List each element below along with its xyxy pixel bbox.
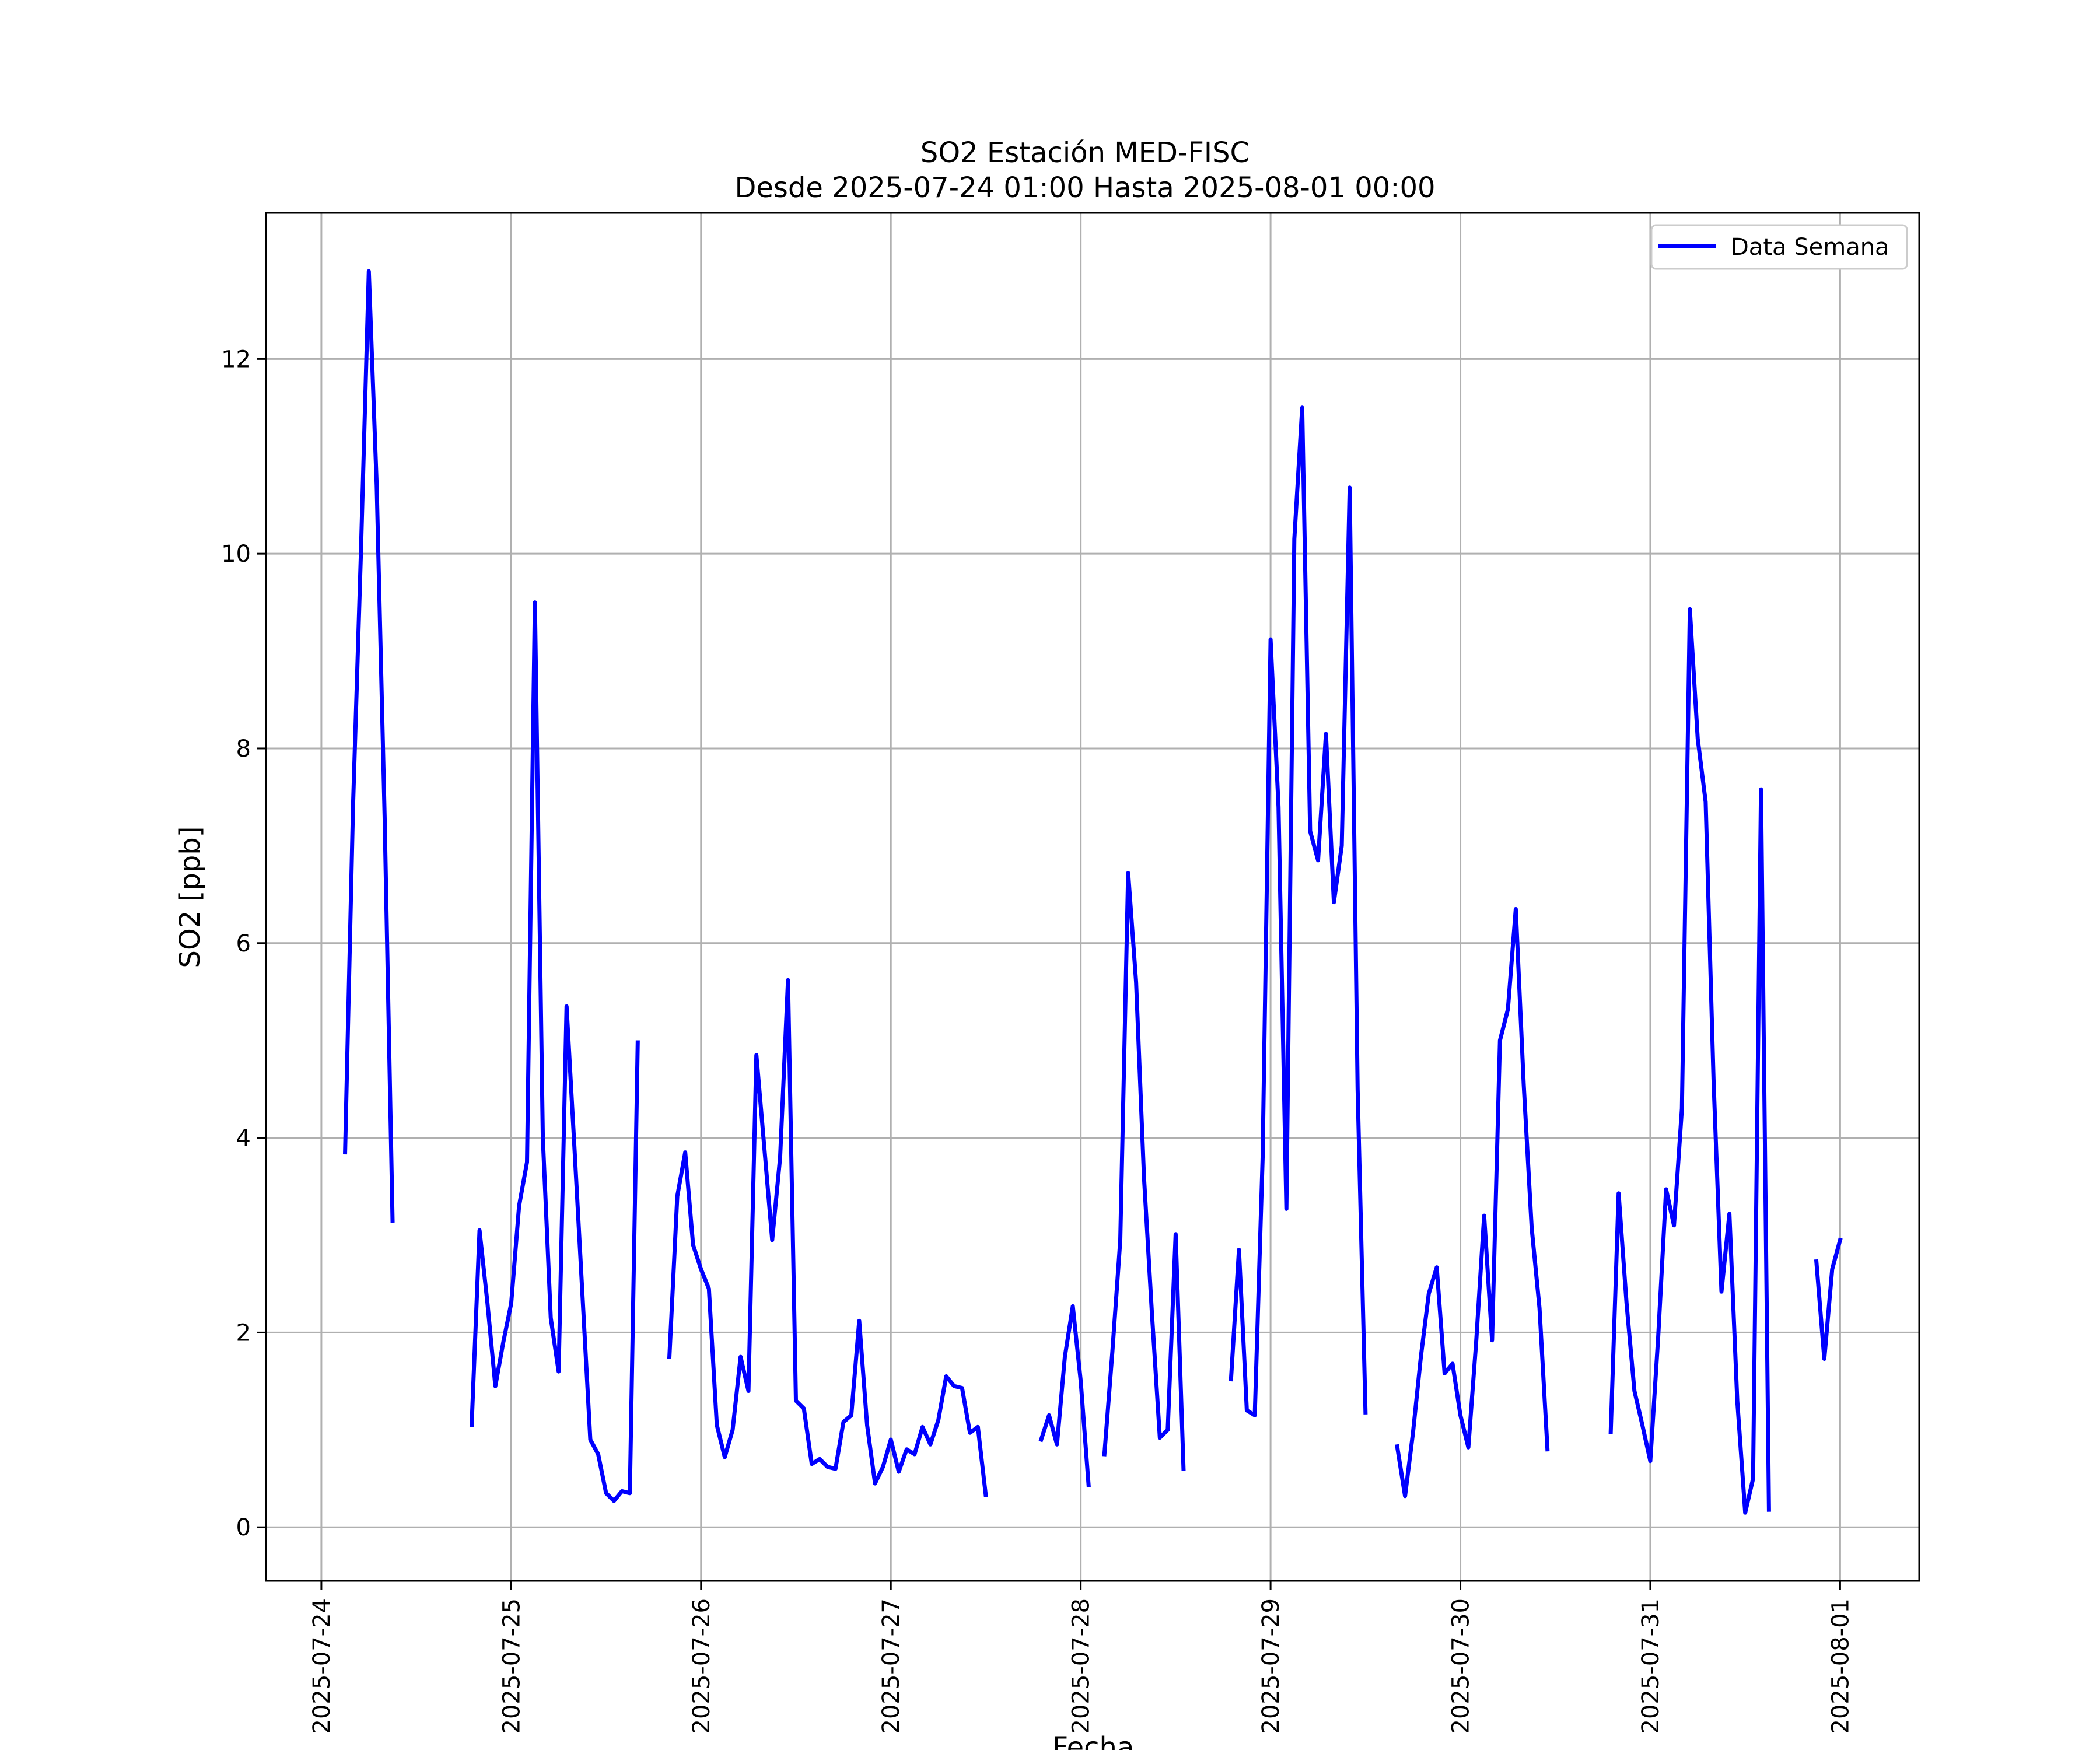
legend-box	[1650, 224, 1908, 270]
series-line-data-semana	[1102, 871, 1186, 1471]
y-tick-label: 10	[221, 541, 251, 568]
series-layer	[343, 269, 1843, 1515]
y-axis-label: SO2 [ppb]	[174, 827, 206, 968]
chart-title: SO2 Estación MED-FISC	[921, 136, 1250, 169]
x-tick-label: 2025-08-01	[1827, 1598, 1854, 1734]
y-axis-ticks: 0 2 4 6 8 10 12	[221, 346, 266, 1541]
x-tick-label: 2025-07-31	[1637, 1598, 1664, 1734]
series-line-data-semana	[1814, 1237, 1843, 1361]
series-line-data-semana	[1395, 907, 1550, 1499]
chart-subtitle: Desde 2025-07-24 01:00 Hasta 2025-08-01 …	[734, 172, 1435, 204]
x-axis-ticks: 2025-07-24 2025-07-25 2025-07-26 2025-07-27…	[309, 1581, 1854, 1734]
y-tick-label: 4	[236, 1125, 251, 1152]
x-axis-label: Fecha	[1052, 1731, 1135, 1750]
series-line-data-semana	[1038, 1304, 1091, 1488]
x-tick-label: 2025-07-26	[688, 1598, 715, 1734]
series-line-data-semana	[343, 269, 395, 1223]
x-tick-label: 2025-07-29	[1258, 1598, 1284, 1734]
x-tick-label: 2025-07-27	[878, 1598, 905, 1734]
y-tick-label: 8	[236, 736, 251, 762]
series-line-data-semana	[667, 978, 988, 1497]
x-tick-label: 2025-07-28	[1068, 1598, 1095, 1734]
grid	[266, 213, 1919, 1581]
x-tick-label: 2025-07-24	[309, 1598, 335, 1734]
x-tick-label: 2025-07-25	[498, 1598, 525, 1734]
legend: Data Semana	[1650, 224, 1908, 270]
y-tick-label: 6	[236, 930, 251, 957]
plot-area-frame	[265, 212, 1920, 1582]
y-tick-label: 2	[236, 1320, 251, 1346]
series-line-data-semana	[1228, 405, 1368, 1418]
legend-label-data-semana: Data Semana	[1731, 234, 1889, 261]
y-tick-label: 12	[221, 346, 251, 373]
series-line-data-semana	[469, 600, 640, 1503]
y-tick-label: 0	[236, 1514, 251, 1541]
series-line-data-semana	[1608, 607, 1771, 1515]
x-tick-label: 2025-07-30	[1448, 1598, 1475, 1734]
